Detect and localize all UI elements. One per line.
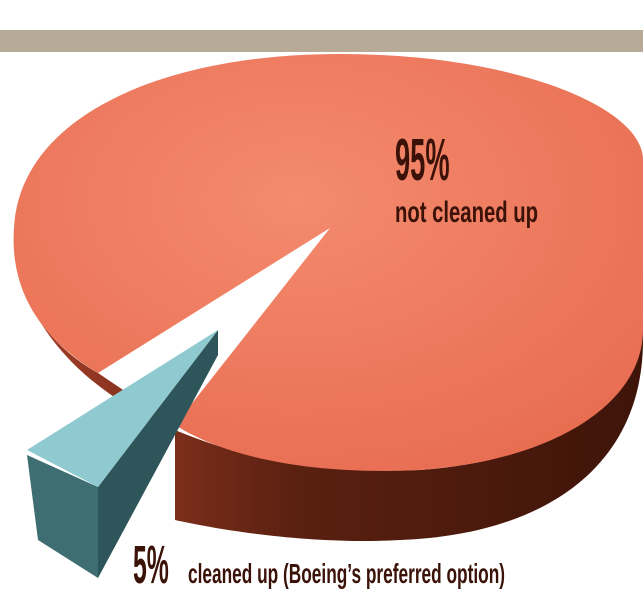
pie-slice-not-cleaned bbox=[13, 53, 643, 471]
pie-slice-edge-cleaned bbox=[98, 330, 218, 578]
label-value-not-cleaned: 95% bbox=[395, 126, 450, 193]
pie-slice-side-not-cleaned bbox=[14, 228, 643, 541]
pie-slice-side-cleaned bbox=[27, 455, 98, 578]
top-divider-bar bbox=[0, 30, 643, 52]
label-cleaned: cleaned up (Boeing’s preferred option) bbox=[188, 558, 505, 589]
pie-slice-cleaned bbox=[27, 330, 218, 487]
label-not-cleaned: not cleaned up bbox=[395, 196, 538, 229]
label-value-cleaned: 5% bbox=[133, 534, 169, 592]
